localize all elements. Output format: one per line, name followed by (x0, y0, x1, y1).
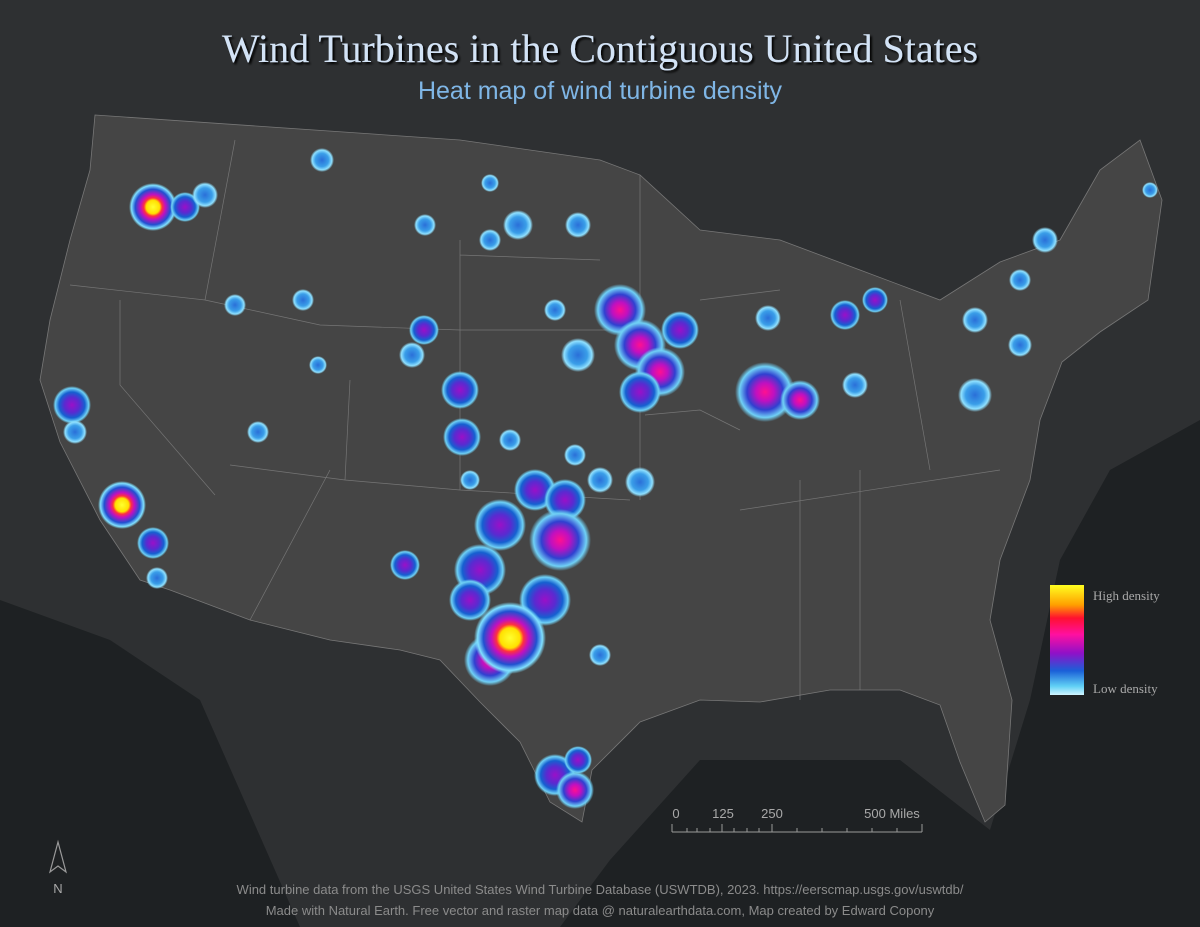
state-borders (69, 139, 1001, 700)
credit-line: Made with Natural Earth. Free vector and… (266, 903, 935, 918)
map-subtitle: Heat map of wind turbine density (418, 77, 783, 105)
scale-bar (671, 824, 923, 833)
scale-label: 250 (761, 806, 783, 821)
map-title: Wind Turbines in the Contiguous United S… (222, 26, 978, 71)
scale-label: 0 (672, 806, 679, 821)
credit-line: Wind turbine data from the USGS United S… (237, 882, 964, 897)
scale-label: 500 Miles (864, 806, 920, 821)
legend-bar (1050, 585, 1084, 695)
north-arrow (48, 839, 68, 874)
legend-high: High density (1093, 588, 1160, 603)
heat-map (53, 148, 1158, 809)
scale-label: 125 (712, 806, 734, 821)
north-label: N (53, 881, 62, 896)
legend-low: Low density (1093, 681, 1158, 696)
